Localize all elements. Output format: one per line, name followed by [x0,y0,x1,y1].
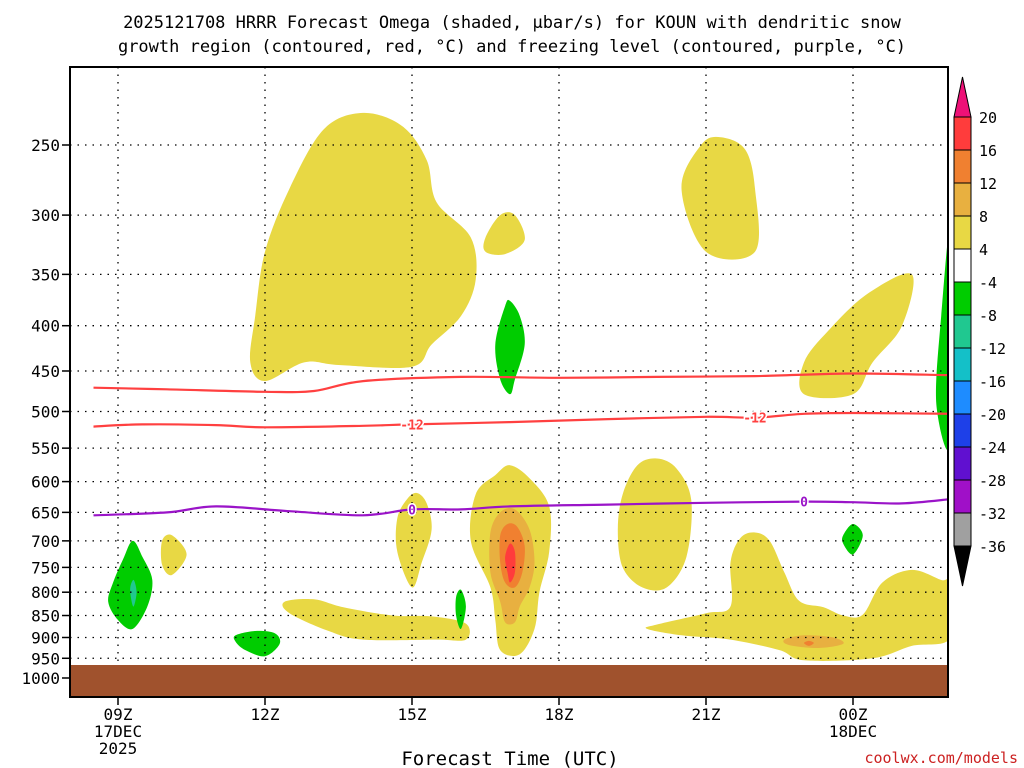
colorbar-swatch-12 [953,512,972,547]
x-tick-label-12Z: 12Z [251,705,280,724]
contour-dgz-lower [93,411,948,429]
omega-region-yellow-low-right [645,532,948,661]
y-tick-label-800: 800 [31,583,60,602]
omega-region-upper-yellow-main [249,112,477,382]
x-tick-year-09Z: 2025 [99,739,138,758]
omega-region-green-24z [842,524,863,555]
colorbar-bottom-arrow [953,545,972,587]
colorbar-label-4: 4 [979,241,988,259]
y-tick-label-650: 650 [31,503,60,522]
y-tick-label-350: 350 [31,265,60,284]
x-axis-label: Forecast Time (UTC) [401,748,618,768]
omega-region-upper-yellow-small [483,212,525,255]
colorbar-swatch-11 [953,479,972,514]
contour-label-freezing-level-0: 0 [408,503,416,518]
x-tick-label-00Z: 00Z [839,705,868,724]
colorbar: 20 16 12 8 4 -4 -8 -12 -16 -20 -24 -28 -32 -36 [953,76,1006,587]
omega-region-yellow-20z [617,458,692,591]
colorbar-label-11: -28 [979,472,1006,490]
colorbar-swatch-9 [953,413,972,448]
omega-region-yellow-low-band [282,598,470,641]
y-tick-label-750: 750 [31,558,60,577]
chart-title-line-2: growth region (contoured, red, °C) and f… [118,37,906,57]
colorbar-label-0: 20 [979,109,997,127]
plot-frame [69,66,949,698]
omega-region-teal-09z [130,579,137,607]
y-tick-label-250: 250 [31,136,60,155]
temperature-contours: -12 -12 0 0 [93,372,948,520]
y-tick-label-550: 550 [31,439,60,458]
omega-region-yellow-10z [160,534,187,576]
colorbar-swatch-2 [953,182,972,217]
y-tick-label-900: 900 [31,628,60,647]
omega-region-dark-orange-23z [804,640,814,646]
omega-region-green-16z [455,589,466,630]
y-tick-label-450: 450 [31,362,60,381]
colorbar-label-2: 12 [979,175,997,193]
ground-layer [70,665,948,697]
colorbar-label-5: -4 [979,274,997,292]
colorbar-swatch-10 [953,446,972,481]
x-tick-label-09Z: 09Z [104,705,133,724]
colorbar-label-3: 8 [979,208,988,226]
x-tick-label-18Z: 18Z [545,705,574,724]
x-tick-date-00Z: 18DEC [829,722,877,741]
colorbar-swatch-7 [953,347,972,382]
chart-title: 2025121708 HRRR Forecast Omega (shaded, … [118,13,906,57]
y-tick-label-1000: 1000 [21,669,60,688]
y-tick-label-850: 850 [31,607,60,626]
colorbar-label-10: -24 [979,439,1006,457]
colorbar-label-12: -32 [979,505,1006,523]
y-tick-label-600: 600 [31,473,60,492]
omega-region-red-17z [505,543,516,583]
x-tick-label-15Z: 15Z [398,705,427,724]
x-tick-date-09Z: 17DEC [94,722,142,741]
omega-region-green-12z [233,630,281,657]
contour-dgz-upper [93,372,948,394]
colorbar-label-9: -20 [979,406,1006,424]
omega-region-green-right-edge [935,237,948,451]
colorbar-label-8: -16 [979,373,1006,391]
y-axis: 250 300 350 400 450 500 550 600 650 700 750 800 850 9… [21,136,70,688]
omega-region-green-17z [495,299,525,395]
contour-freezing-level [93,498,948,517]
omega-region-orange-23z [783,635,844,649]
colorbar-swatch-3 [953,215,972,250]
colorbar-label-13: -36 [979,538,1006,556]
colorbar-swatch-4 [953,248,972,283]
omega-region-upper-yellow-21z [681,136,760,260]
x-tick-label-21Z: 21Z [692,705,721,724]
colorbar-swatch-0 [953,116,972,151]
colorbar-swatch-6 [953,314,972,349]
colorbar-label-1: 16 [979,142,997,160]
y-tick-label-300: 300 [31,206,60,225]
y-tick-label-400: 400 [31,317,60,336]
y-tick-label-950: 950 [31,649,60,668]
colorbar-swatch-5 [953,281,972,316]
colorbar-label-7: -12 [979,340,1006,358]
contour-label-dgz-lower-1: -12 [743,412,766,427]
chart-title-line-1: 2025121708 HRRR Forecast Omega (shaded, … [123,13,902,33]
contour-label-dgz-lower-0: -12 [400,418,423,433]
omega-region-upper-yellow-right [799,273,914,399]
omega-region-yellow-15z [395,492,432,588]
y-tick-label-500: 500 [31,403,60,422]
colorbar-top-arrow [953,76,972,118]
grid-lines [70,67,948,697]
contour-label-freezing-level-1: 0 [800,496,808,511]
colorbar-label-6: -8 [979,307,997,325]
colorbar-swatch-8 [953,380,972,415]
colorbar-swatch-1 [953,149,972,184]
credit-text: coolwx.com/models [864,749,1018,767]
y-tick-label-700: 700 [31,532,60,551]
omega-region-green-09z [108,540,153,630]
